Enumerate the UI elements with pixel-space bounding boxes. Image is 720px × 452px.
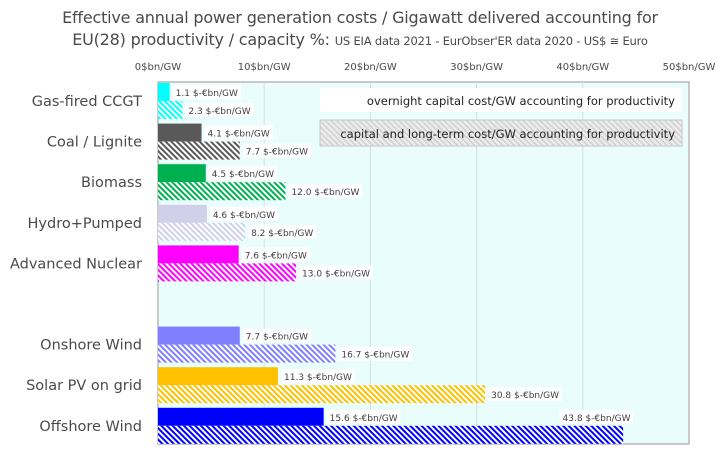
category-label: Solar PV on grid: [26, 378, 142, 394]
legend-swatch-overnight: [320, 88, 682, 112]
value-label-bg: [288, 184, 363, 199]
value-label: 7.7 $-€bn/GW: [246, 148, 308, 158]
value-label-bg: [338, 346, 412, 361]
bar-overnight-capital: [158, 407, 324, 426]
legend-entry: overnight capital cost/GW accounting for…: [367, 94, 675, 108]
bar-overnight-capital: [158, 367, 279, 386]
x-tick-label: 20$bn/GW: [344, 62, 397, 73]
category-label: Offshore Wind: [39, 419, 142, 435]
chart-subtitle: US EIA data 2021 - EurObser'ER data 2020…: [334, 34, 648, 48]
chart-title-line1: Effective annual power generation costs …: [62, 8, 658, 27]
value-label: 2.3 $-€bn/GW: [188, 107, 250, 117]
category-label: Hydro+Pumped: [28, 216, 143, 232]
x-tick-label: 30$bn/GW: [450, 62, 503, 73]
bar-long-term-cost: [158, 222, 246, 241]
bar-overnight-capital: [158, 245, 239, 264]
value-label: 4.6 $-€bn/GW: [213, 211, 275, 221]
bar-long-term-cost: [158, 182, 286, 201]
value-label: 11.3 $-€bn/GW: [284, 373, 352, 383]
value-label: 4.1 $-€bn/GW: [208, 130, 270, 140]
value-label: 12.0 $-€bn/GW: [291, 188, 359, 198]
value-label: 43.8 $-€bn/GW: [563, 414, 631, 424]
value-label: 7.7 $-€bn/GW: [246, 333, 308, 343]
category-label: Biomass: [81, 175, 142, 191]
value-label: 13.0 $-€bn/GW: [302, 269, 370, 279]
value-label-bg: [299, 265, 373, 280]
value-label-bg: [172, 85, 242, 99]
value-label-bg: [242, 328, 312, 343]
value-label-bg: [208, 166, 278, 181]
bar-long-term-cost: [158, 385, 486, 404]
value-label-bg: [241, 247, 311, 262]
x-tick-label: 10$bn/GW: [238, 62, 291, 73]
bar-long-term-cost: [158, 344, 336, 363]
value-label: 8.2 $-€bn/GW: [251, 229, 313, 239]
value-label-bg: [185, 103, 254, 117]
bar-long-term-cost: [158, 141, 240, 160]
category-label: Gas-fired CCGT: [32, 94, 142, 110]
value-label: 4.5 $-€bn/GW: [212, 170, 274, 180]
value-label: 7.6 $-€bn/GW: [245, 251, 307, 261]
x-tick-label: 50$bn/GW: [663, 62, 716, 73]
legend-entry: capital and long-term cost/GW accounting…: [340, 127, 675, 141]
chart-title-main: EU(28) productivity / capacity %:: [72, 30, 335, 49]
bar-overnight-capital: [158, 123, 202, 142]
value-label-bg: [248, 224, 317, 239]
x-tick-label: 40$bn/GW: [556, 62, 609, 73]
bar-long-term-cost: [158, 101, 183, 119]
chart-title-line2: EU(28) productivity / capacity %: US EIA…: [0, 30, 720, 49]
value-label-bg: [242, 143, 312, 158]
category-label: Onshore Wind: [40, 338, 142, 354]
value-label-bg: [488, 387, 562, 402]
value-label-bg: [326, 409, 401, 424]
value-label-bg: [281, 369, 355, 384]
category-label: Coal / Lignite: [47, 135, 142, 151]
x-tick-label: 0$bn/GW: [135, 62, 182, 73]
value-label: 16.7 $-€bn/GW: [341, 351, 409, 361]
bar-long-term-cost: [158, 263, 297, 282]
legend-swatch-long-term: [319, 119, 683, 147]
value-label-bg: [204, 125, 273, 140]
value-label: 30.8 $-€bn/GW: [491, 391, 559, 401]
bar-overnight-capital: [158, 83, 170, 101]
bar-overnight-capital: [158, 326, 240, 345]
bar-overnight-capital: [158, 204, 207, 223]
value-label-bg: [559, 409, 634, 424]
value-label: 15.6 $-€bn/GW: [330, 414, 398, 424]
value-label: 1.1 $-€bn/GW: [176, 89, 238, 99]
bar-overnight-capital: [158, 164, 206, 183]
bar-long-term-cost: [158, 425, 624, 444]
category-label: Advanced Nuclear: [10, 256, 142, 272]
value-label-bg: [209, 206, 279, 221]
